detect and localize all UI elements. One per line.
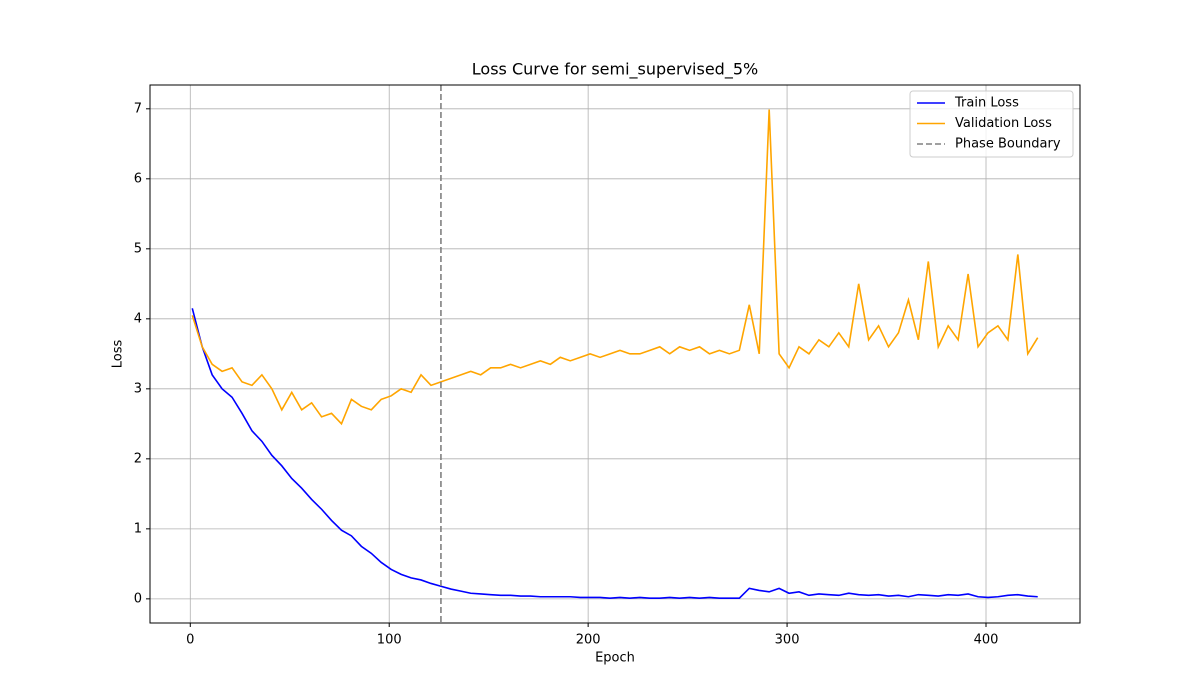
y-tick-label: 6: [134, 171, 142, 186]
plot-frame: [149, 84, 1081, 624]
y-tick-label: 0: [134, 591, 142, 606]
x-axis-label: Epoch: [595, 651, 635, 666]
x-tick-label: 300: [775, 633, 800, 648]
legend-label: Train Loss: [954, 96, 1019, 111]
y-axis-label: Loss: [111, 340, 126, 369]
y-tick-label: 3: [134, 381, 142, 396]
line-series: [191, 109, 1039, 426]
line-series: [191, 308, 1038, 599]
chart-title: Loss Curve for semi_supervised_5%: [472, 60, 758, 80]
x-tick-label: 200: [576, 633, 601, 648]
x-tick-label: 100: [377, 633, 402, 648]
y-tick-label: 1: [134, 521, 142, 536]
legend-label: Validation Loss: [955, 116, 1052, 131]
x-tick-label: 0: [186, 633, 194, 648]
y-tick-label: 4: [134, 311, 142, 326]
x-tick-label: 400: [974, 633, 999, 648]
legend-box: [909, 90, 1074, 158]
legend-label: Phase Boundary: [955, 137, 1061, 152]
y-tick-label: 2: [134, 451, 142, 466]
y-tick-label: 7: [134, 101, 142, 116]
y-tick-label: 5: [134, 241, 142, 256]
